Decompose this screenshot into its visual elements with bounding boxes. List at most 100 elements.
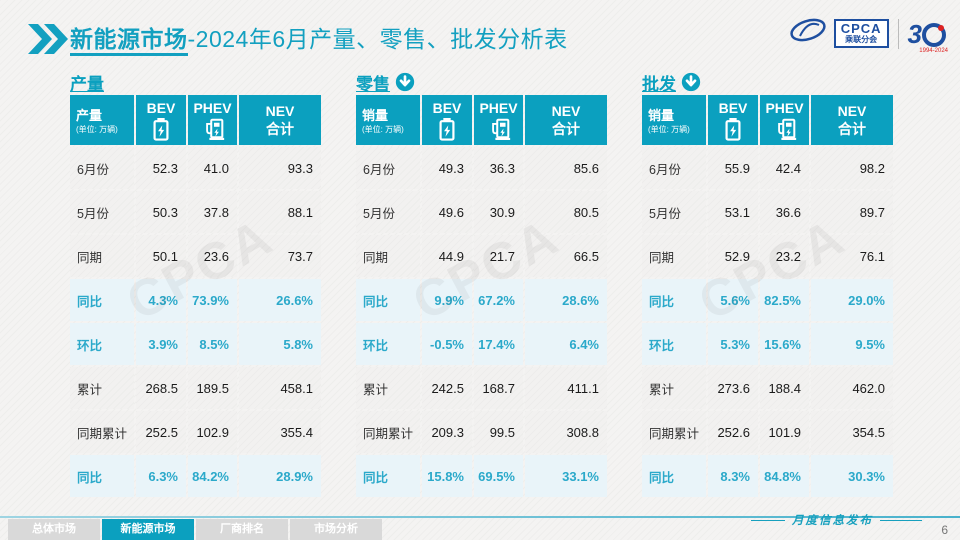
data-cell: 3.9% [136, 323, 186, 365]
data-cell: 28.6% [525, 279, 607, 321]
row-label: 累计 [356, 367, 420, 409]
data-cell: 33.1% [525, 455, 607, 497]
data-cell: 99.5 [474, 411, 523, 453]
data-cell: 462.0 [811, 367, 893, 409]
data-cell: 355.4 [239, 411, 321, 453]
footer-tab-0[interactable]: 总体市场 [8, 519, 100, 540]
data-cell: 6.3% [136, 455, 186, 497]
data-cell: 50.1 [136, 235, 186, 277]
cpca-wordmark: CPCA 乘联分会 [833, 19, 889, 48]
table-section-0: 产量 产量 (单位: 万辆) BEV PHEV NEV 合计 6月份 52.3 41.0 93.3 5… [70, 70, 321, 497]
col-header-bev: BEV [422, 95, 472, 145]
data-cell: 9.9% [422, 279, 472, 321]
footer-accent-line [0, 516, 960, 518]
table-section-1: 零售 销量 (单位: 万辆) BEV PHEV NEV 合计 6月份 49.3 36.3 85.6 5… [356, 70, 607, 497]
data-cell: 42.4 [760, 147, 809, 189]
data-cell: 8.3% [708, 455, 758, 497]
anniversary-zero-ring [922, 22, 946, 47]
row-label: 同比 [70, 455, 134, 497]
slide-header: 新能源市场-2024年6月产量、零售、批发分析表 CPCA 乘联分会 3 199… [0, 0, 960, 66]
data-cell: 49.3 [422, 147, 472, 189]
data-cell: 4.3% [136, 279, 186, 321]
title-rest: -2024年6月产量、零售、批发分析表 [187, 26, 568, 52]
data-cell: 66.5 [525, 235, 607, 277]
data-cell: 23.6 [188, 235, 237, 277]
data-cell: 101.9 [760, 411, 809, 453]
footer-tab-bar: 总体市场 新能源市场 厂商排名 市场分析 [8, 519, 382, 540]
data-cell: 50.3 [136, 191, 186, 233]
release-dash-left [751, 519, 785, 521]
row-label: 环比 [70, 323, 134, 365]
data-cell: 252.5 [136, 411, 186, 453]
cpca-swoosh-icon [788, 16, 828, 51]
logo-divider [897, 18, 899, 49]
row-label: 累计 [642, 367, 706, 409]
data-cell: 73.7 [239, 235, 321, 277]
col-header-bev: BEV [136, 95, 186, 145]
charging-station-icon [202, 117, 224, 141]
data-cell: 52.3 [136, 147, 186, 189]
charging-station-icon [774, 117, 796, 141]
data-cell: 52.9 [708, 235, 758, 277]
row-label: 5月份 [70, 191, 134, 233]
double-chevron-icon [28, 24, 72, 54]
data-cell: 17.4% [474, 323, 523, 365]
col-header-phev: PHEV [760, 95, 809, 145]
title-emphasis: 新能源市场 [70, 26, 188, 56]
data-cell: 15.8% [422, 455, 472, 497]
data-cell: 411.1 [525, 367, 607, 409]
data-cell: 15.6% [760, 323, 809, 365]
data-cell: 44.9 [422, 235, 472, 277]
data-cell: 6.4% [525, 323, 607, 365]
section-label: 产量 [70, 74, 104, 94]
data-cell: 30.3% [811, 455, 893, 497]
data-cell: 88.1 [239, 191, 321, 233]
data-cell: 84.2% [188, 455, 237, 497]
row-label: 同比 [642, 279, 706, 321]
data-cell: 308.8 [525, 411, 607, 453]
page-title: 新能源市场-2024年6月产量、零售、批发分析表 [70, 20, 568, 56]
footer-tab-2[interactable]: 厂商排名 [196, 519, 288, 540]
data-cell: 209.3 [422, 411, 472, 453]
data-cell: 168.7 [474, 367, 523, 409]
data-cell: 5.8% [239, 323, 321, 365]
data-cell: 55.9 [708, 147, 758, 189]
section-heading: 产量 [70, 70, 321, 94]
data-cell: 354.5 [811, 411, 893, 453]
corner-header: 销量 (单位: 万辆) [356, 95, 420, 145]
data-cell: 41.0 [188, 147, 237, 189]
col-header-phev: PHEV [474, 95, 523, 145]
row-label: 累计 [70, 367, 134, 409]
battery-icon [436, 117, 458, 141]
row-label: 6月份 [70, 147, 134, 189]
row-label: 5月份 [356, 191, 420, 233]
data-cell: 36.3 [474, 147, 523, 189]
row-label: 同期累计 [642, 411, 706, 453]
data-cell: 69.5% [474, 455, 523, 497]
data-cell: 93.3 [239, 147, 321, 189]
section-label: 批发 [642, 74, 676, 94]
footer-tab-1[interactable]: 新能源市场 [102, 519, 194, 540]
release-text: 月度信息发布 [792, 515, 873, 527]
anniversary-30-logo: 3 1994-2024 [907, 18, 948, 54]
section-label: 零售 [356, 74, 390, 94]
col-header-nev: NEV 合计 [525, 95, 607, 145]
data-cell: 9.5% [811, 323, 893, 365]
charging-station-icon [488, 117, 510, 141]
data-cell: 73.9% [188, 279, 237, 321]
row-label: 同比 [642, 455, 706, 497]
col-header-bev: BEV [708, 95, 758, 145]
cpca-logo: CPCA 乘联分会 3 1994-2024 [788, 16, 948, 54]
data-cell: 8.5% [188, 323, 237, 365]
data-table: 产量 (单位: 万辆) BEV PHEV NEV 合计 6月份 52.3 41.0 93.3 5月份… [70, 95, 321, 497]
data-cell: 82.5% [760, 279, 809, 321]
data-cell: 21.7 [474, 235, 523, 277]
row-label: 同期 [356, 235, 420, 277]
footer-tab-3[interactable]: 市场分析 [290, 519, 382, 540]
data-table: 销量 (单位: 万辆) BEV PHEV NEV 合计 6月份 49.3 36.3 85.6 5月份… [356, 95, 607, 497]
release-label: 月度信息发布 [751, 512, 922, 528]
data-cell: 36.6 [760, 191, 809, 233]
data-cell: 29.0% [811, 279, 893, 321]
data-cell: 80.5 [525, 191, 607, 233]
